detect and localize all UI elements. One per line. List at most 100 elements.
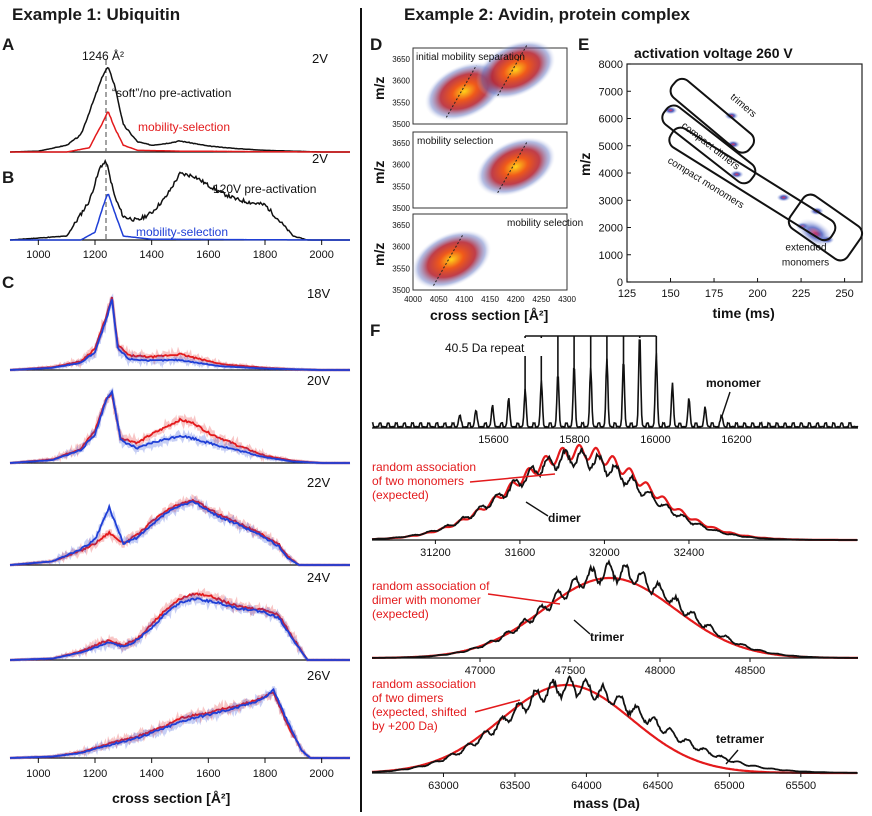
f-x-tick-label: 32000	[589, 547, 620, 559]
panel-e-frame	[626, 63, 863, 283]
panel-b-x-ticks: 1000 1200 1400 1600 1800 2000	[26, 240, 334, 261]
panel-letter-e: E	[578, 35, 589, 54]
panel-c-red-noise-trace	[10, 391, 350, 465]
b-x-tick-label: 2000	[309, 249, 333, 261]
panel-f-trimer-expected-label-line-3: (expected)	[372, 607, 429, 621]
panel-d-y-tick-label: 3500	[392, 120, 410, 129]
panel-d-y-axis-label: m/z	[371, 161, 387, 184]
f-x-tick-label: 48500	[735, 665, 766, 677]
panel-d-subpanel-label: initial mobility separation	[416, 52, 525, 63]
f-x-tick-label: 64500	[643, 780, 674, 792]
panel-f-monomer-spectrum	[371, 339, 859, 429]
f-x-tick-label: 63500	[500, 780, 531, 792]
c-x-tick-label: 1600	[196, 768, 220, 780]
panel-d-x-tick-label: 4000	[404, 295, 422, 304]
f-x-tick-label: 64000	[571, 780, 602, 792]
panel-c-subplot-18V: 18V	[9, 286, 351, 372]
panel-c-blue-noise-trace	[10, 495, 350, 567]
panel-c-blue-noise-trace	[9, 387, 351, 465]
panel-c-subplot-26V: 26V	[9, 668, 351, 760]
panel-f-repeat-label-bg	[442, 338, 552, 356]
panel-d-x-tick-label: 4250	[532, 295, 550, 304]
panel-e-spot	[776, 193, 791, 202]
panel-c-subplot-24V: 24V	[10, 570, 350, 662]
panel-a-red-trace	[10, 111, 350, 153]
panel-f-tetramer-expected-label-line-3: (expected, shifted	[372, 705, 467, 719]
e-y-tick-label: 0	[617, 277, 623, 289]
c-x-tick-label: 2000	[309, 768, 333, 780]
panel-c-voltage-label: 20V	[307, 373, 330, 388]
panel-d-x-tick-label: 4200	[507, 295, 525, 304]
panel-d-x-tick-label: 4050	[430, 295, 448, 304]
panel-c-voltage-label: 22V	[307, 475, 330, 490]
b-x-tick-label: 1600	[196, 249, 220, 261]
panel-d-subpanel-label: mobility selection	[417, 136, 493, 147]
panel-e-trimers-box	[669, 77, 755, 154]
panel-f-dimer-expected-label-line-3: (expected)	[372, 488, 429, 502]
e-y-tick-label: 3000	[599, 195, 623, 207]
header-example-2: Example 2: Avidin, protein complex	[404, 5, 690, 24]
e-x-tick-label: 125	[618, 288, 636, 300]
panel-letter-c: C	[2, 273, 14, 292]
panel-d-y-tick-label: 3650	[392, 139, 410, 148]
panel-f-repeat-label: 40.5 Da repeat	[445, 341, 525, 355]
f-x-tick-label: 32400	[674, 547, 705, 559]
panel-f-monomer-label: monomer	[706, 376, 761, 390]
panel-d-subpanel-label: mobility selection	[507, 218, 583, 229]
f-x-tick-label: 47000	[465, 665, 496, 677]
panel-c-red-trace	[9, 392, 350, 464]
panel-f-trimer-subplot: 47000 47500 48000 48500 random association o…	[372, 558, 858, 677]
panel-c-subplot-22V: 22V	[9, 475, 350, 567]
panel-f-tetramer-expected-arrow	[474, 699, 521, 713]
panel-c-red-trace	[9, 498, 350, 566]
panel-letter-b: B	[2, 168, 14, 187]
e-y-tick-label: 6000	[599, 114, 623, 126]
panel-c-x-axis-label: cross section [Å²]	[112, 790, 230, 806]
panel-c-blue-noise-trace	[10, 293, 350, 372]
panel-f-trimer-expected-arrow	[487, 593, 561, 605]
panel-f-trimer-expected-label-line-1: random association of	[372, 579, 490, 593]
e-y-tick-label: 8000	[599, 59, 623, 71]
e-x-tick-label: 250	[835, 288, 853, 300]
panel-c-blue-trace	[10, 597, 350, 661]
panel-c-voltage-label: 26V	[307, 668, 330, 683]
f-x-tick-label: 48000	[645, 665, 676, 677]
panel-c-blue-trace	[9, 299, 350, 371]
panel-f-trimer-measured-trace	[372, 558, 858, 659]
panel-f-dimer-measured-trace	[371, 447, 857, 541]
panel-d-y-tick-label: 3500	[392, 286, 410, 295]
panel-f-dimer-expected-label-line-2: of two monomers	[372, 474, 464, 488]
panel-a-voltage-label: 2V	[312, 51, 328, 66]
panel-f-tetramer-expected-label-line-1: random association	[372, 677, 476, 691]
panel-c-voltage-label: 24V	[307, 570, 330, 585]
panel-d-heatmap-3: mobility selection 3500 3550 3600 3650 m/z	[371, 213, 583, 295]
panel-f-dimer-expected-arrow	[469, 473, 556, 483]
f-x-tick-label: 47500	[555, 665, 586, 677]
f-monomer-x-tick-label: 15600	[478, 434, 509, 446]
f-x-tick-label: 31200	[420, 547, 451, 559]
panel-b-voltage-label: 2V	[312, 151, 328, 166]
panel-e-label-extended-1: extended	[785, 243, 826, 254]
panel-f-monomer-arrow	[721, 391, 731, 417]
panel-e-label-extended-2: monomers	[782, 258, 829, 269]
panel-c-blue-trace	[9, 687, 350, 759]
b-x-tick-label: 1000	[26, 249, 50, 261]
panel-d-x-tick-label: 4300	[558, 295, 576, 304]
e-x-tick-label: 225	[792, 288, 810, 300]
panel-d-y-tick-label: 3600	[392, 243, 410, 252]
panel-b-blue-trace-label: mobility-selection	[136, 225, 228, 239]
panel-d-signal-blob	[476, 137, 556, 197]
panel-e-x-axis-label: time (ms)	[713, 305, 775, 321]
panel-c-blue-trace	[9, 388, 350, 464]
panel-f-x-axis-label: mass (Da)	[573, 795, 640, 811]
f-x-tick-label: 31600	[505, 547, 536, 559]
panel-e-compact-dimers-box	[661, 104, 757, 185]
panel-d-heatmap-1: initial mobility separation 3500 3550 3600 3…	[371, 40, 568, 129]
panel-d-y-tick-label: 3600	[392, 161, 410, 170]
e-y-tick-label: 7000	[599, 86, 623, 98]
panel-a-black-trace-label: “soft”/no pre-activation	[112, 86, 231, 100]
panel-f-tetramer-measured-trace	[372, 675, 857, 774]
panel-letter-a: A	[2, 35, 14, 54]
panel-e-title: activation voltage 260 V	[634, 45, 793, 61]
